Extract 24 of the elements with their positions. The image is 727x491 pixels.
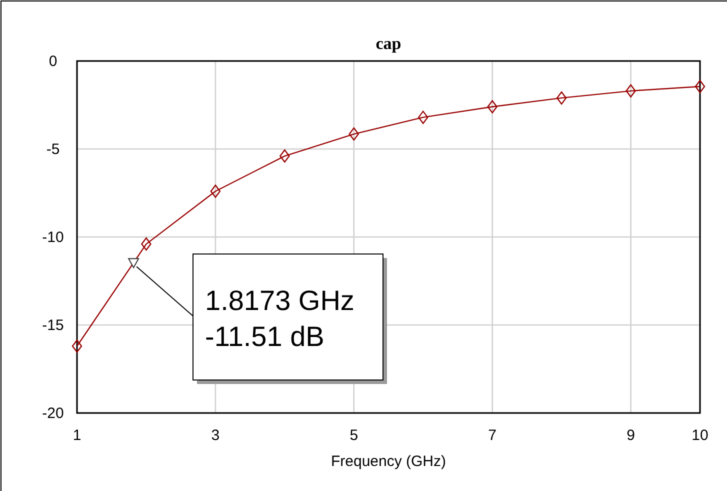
point <box>72 340 82 353</box>
x-tick-label: 3 <box>211 427 220 444</box>
point <box>694 80 706 94</box>
point <box>418 110 428 124</box>
point <box>210 184 221 198</box>
point <box>141 237 152 251</box>
x-axis-title: Frequency (GHz) <box>330 453 446 470</box>
chart-title: cap <box>376 34 402 53</box>
y-tick-label: -10 <box>42 229 64 246</box>
point <box>487 100 498 114</box>
annotation: 1.8173 GHz -11.51 dB <box>205 285 354 352</box>
x-tick-label: 7 <box>488 427 497 444</box>
x-tick-label: 1 <box>72 427 82 444</box>
point <box>626 84 636 98</box>
x-tick-label: 5 <box>350 427 358 444</box>
y-tick-label: -5 <box>46 141 60 158</box>
point <box>556 91 567 105</box>
y-tick-label: -15 <box>42 317 64 334</box>
x-tick-label: 9 <box>626 427 635 444</box>
point <box>348 127 359 141</box>
y-tick-label: 0 <box>48 53 58 70</box>
point <box>280 149 290 163</box>
x-tick-label: 10 <box>692 427 708 444</box>
y-tick-label: -20 <box>42 405 64 422</box>
